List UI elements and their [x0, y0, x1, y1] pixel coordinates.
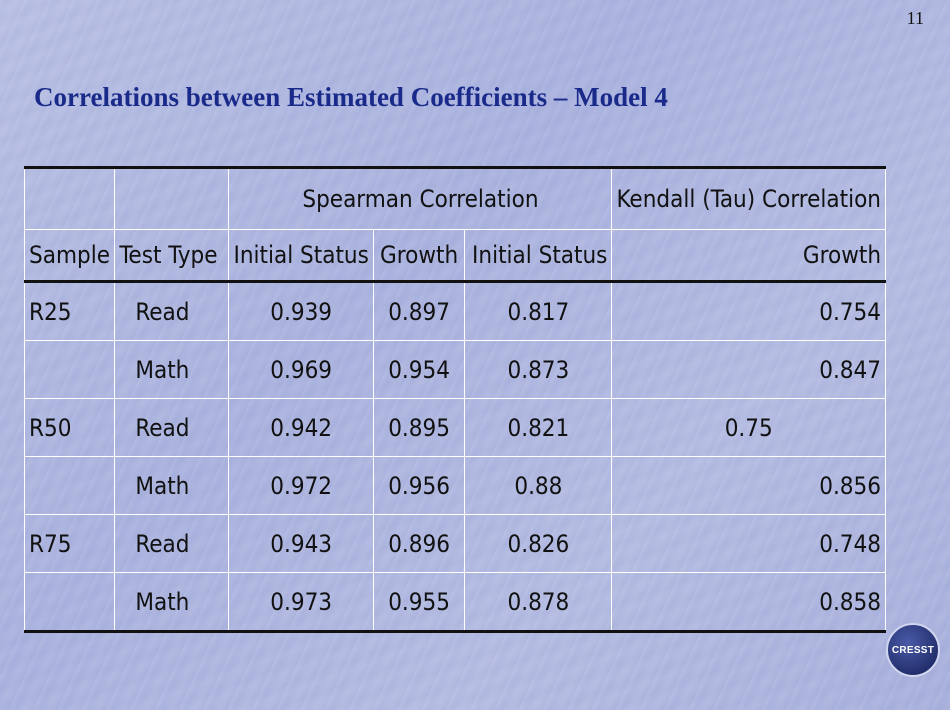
cell-kendall-initial: 0.821: [465, 399, 612, 457]
cell-sample: [25, 573, 115, 632]
cell-spearman-growth: 0.954: [373, 341, 464, 399]
cell-spearman-initial: 0.969: [229, 341, 373, 399]
cell-kendall-growth: 0.856: [612, 457, 886, 515]
cell-test-type: Read: [115, 399, 229, 457]
col-kendall-initial: Initial Status: [465, 230, 612, 282]
cell-spearman-initial: 0.973: [229, 573, 373, 632]
cell-test-type: Math: [115, 457, 229, 515]
cell-spearman-growth: 0.896: [373, 515, 464, 573]
slide-title: Correlations between Estimated Coefficie…: [34, 82, 668, 113]
cell-sample: [25, 341, 115, 399]
cell-spearman-growth: 0.956: [373, 457, 464, 515]
cell-test-type: Math: [115, 341, 229, 399]
cell-sample: R75: [25, 515, 115, 573]
table-row: R50 Read 0.942 0.895 0.821 0.75: [25, 399, 886, 457]
col-spearman-initial: Initial Status: [229, 230, 373, 282]
cresst-logo: CRESST: [886, 623, 940, 677]
header-kendall: Kendall (Tau) Correlation: [612, 168, 886, 230]
table-row: Math 0.969 0.954 0.873 0.847: [25, 341, 886, 399]
table-row: Math 0.973 0.955 0.878 0.858: [25, 573, 886, 632]
cell-spearman-growth: 0.895: [373, 399, 464, 457]
header-empty-sample: [25, 168, 115, 230]
cell-spearman-initial: 0.942: [229, 399, 373, 457]
col-test-type: Test Type: [115, 230, 229, 282]
correlation-table: Spearman Correlation Kendall (Tau) Corre…: [24, 166, 886, 633]
cell-kendall-initial: 0.873: [465, 341, 612, 399]
header-empty-test-type: [115, 168, 229, 230]
cell-test-type: Math: [115, 573, 229, 632]
cell-test-type: Read: [115, 282, 229, 341]
cell-kendall-initial: 0.878: [465, 573, 612, 632]
table-column-header-row: Sample Test Type Initial Status Growth I…: [25, 230, 886, 282]
table-group-header-row: Spearman Correlation Kendall (Tau) Corre…: [25, 168, 886, 230]
page-number: 11: [907, 8, 924, 29]
cell-spearman-growth: 0.955: [373, 573, 464, 632]
cell-spearman-initial: 0.972: [229, 457, 373, 515]
table-row: R25 Read 0.939 0.897 0.817 0.754: [25, 282, 886, 341]
cell-kendall-initial: 0.817: [465, 282, 612, 341]
cell-spearman-initial: 0.939: [229, 282, 373, 341]
table-row: Math 0.972 0.956 0.88 0.856: [25, 457, 886, 515]
col-sample: Sample: [25, 230, 115, 282]
cell-sample: R50: [25, 399, 115, 457]
cell-spearman-initial: 0.943: [229, 515, 373, 573]
table-row: R75 Read 0.943 0.896 0.826 0.748: [25, 515, 886, 573]
logo-text: CRESST: [892, 645, 934, 656]
cell-sample: [25, 457, 115, 515]
cell-kendall-initial: 0.88: [465, 457, 612, 515]
cell-kendall-growth: 0.847: [612, 341, 886, 399]
cell-test-type: Read: [115, 515, 229, 573]
cell-kendall-growth: 0.75: [612, 399, 886, 457]
cell-spearman-growth: 0.897: [373, 282, 464, 341]
cell-kendall-growth: 0.748: [612, 515, 886, 573]
cell-kendall-growth: 0.754: [612, 282, 886, 341]
cell-kendall-growth: 0.858: [612, 573, 886, 632]
cell-sample: R25: [25, 282, 115, 341]
col-spearman-growth: Growth: [373, 230, 464, 282]
cell-kendall-initial: 0.826: [465, 515, 612, 573]
col-kendall-growth: Growth: [612, 230, 886, 282]
header-spearman: Spearman Correlation: [229, 168, 612, 230]
